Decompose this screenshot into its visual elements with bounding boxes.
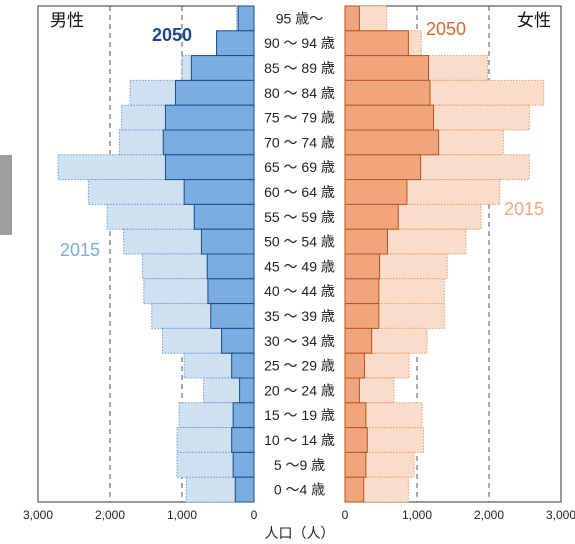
male-bar-2050: [221, 327, 255, 354]
male-bar-2050: [183, 179, 255, 205]
female-bar-2050: [344, 427, 368, 453]
female-bar-2050: [344, 352, 365, 379]
female-bar-2050: [344, 203, 399, 230]
female-bar-2050: [344, 104, 435, 131]
male-x-tick-label: 1,000: [167, 508, 197, 522]
female-bar-2050: [344, 402, 367, 429]
female-bar-2050: [344, 377, 360, 404]
age-category-label: 20 ～ 24 歳: [264, 382, 335, 398]
age-category-label: 95 歳～: [276, 10, 323, 26]
male-bar-2050: [216, 30, 255, 57]
male-bar-2050: [207, 278, 255, 305]
male-bar-2050: [162, 129, 255, 156]
male-bar-2050: [206, 253, 255, 280]
female-x-tick-label: 0: [342, 508, 349, 522]
male-bar-2050: [237, 5, 255, 32]
age-category-label: 70 ～ 74 歳: [264, 134, 335, 150]
female-bar-2050: [344, 303, 380, 329]
male-x-tick-label: 2,000: [95, 508, 125, 522]
male-bar-2050: [231, 352, 255, 379]
female-bar-2050: [344, 5, 360, 32]
age-category-label: 55 ～ 59 歳: [264, 209, 335, 225]
female-panel-title: 女性: [517, 11, 551, 31]
female-bar-2050: [344, 129, 440, 156]
female-bar-2050: [344, 55, 430, 81]
male-bar-2050: [175, 79, 255, 106]
male-2015-label: 2015: [60, 240, 100, 260]
male-bar-2050: [200, 228, 255, 255]
age-category-label: 75 ～ 79 歳: [264, 110, 335, 126]
side-tab: [0, 155, 12, 235]
male-bar-2050: [232, 402, 255, 429]
age-category-label: 90 ～ 94 歳: [264, 35, 335, 51]
age-category-label: 15 ～ 19 歳: [264, 407, 335, 423]
male-x-tick-label: 0: [251, 508, 258, 522]
female-2050-label: 2050: [426, 19, 466, 39]
female-x-tick-label: 3,000: [546, 508, 575, 522]
age-category-label: 65 ～ 69 歳: [264, 159, 335, 175]
age-category-label: 25 ～ 29 歳: [264, 358, 335, 374]
age-category-label: 40 ～ 44 歳: [264, 283, 335, 299]
male-panel-title: 男性: [50, 11, 84, 31]
male-bar-2050: [190, 55, 255, 81]
age-category-label: 35 ～ 39 歳: [264, 308, 335, 324]
male-bar-2050: [234, 476, 255, 503]
male-bar-2050: [164, 154, 255, 181]
x-axis-title: 人口（人）: [265, 525, 335, 541]
male-bar-2050: [232, 451, 255, 478]
male-bar-2050: [193, 203, 255, 230]
age-category-label: 60 ～ 64 歳: [264, 184, 335, 200]
female-bar-2050: [344, 179, 408, 205]
age-category-label: 45 ～ 49 歳: [264, 258, 335, 274]
female-x-tick-label: 1,000: [402, 508, 432, 522]
female-bar-2050: [344, 476, 365, 503]
age-category-label: 5 ～9 歳: [274, 457, 325, 473]
male-bar-2050: [239, 377, 255, 404]
age-category-label: 10 ～ 14 歳: [264, 432, 335, 448]
female-bar-2050: [344, 253, 381, 280]
male-x-tick-label: 3,000: [23, 508, 53, 522]
age-category-label: 50 ～ 54 歳: [264, 234, 335, 250]
male-bar-2050: [231, 427, 255, 453]
age-category-label: 0 ～4 歳: [274, 482, 325, 498]
female-bar-2050: [344, 30, 409, 57]
female-bar-2050: [344, 154, 422, 181]
female-bar-2050: [344, 278, 380, 305]
male-bar-2050: [210, 303, 255, 329]
age-category-label: 80 ～ 84 歳: [264, 85, 335, 101]
female-bar-2050: [344, 228, 388, 255]
female-x-tick-label: 2,000: [474, 508, 504, 522]
female-2015-label: 2015: [504, 199, 544, 219]
age-category-label: 85 ～ 89 歳: [264, 60, 335, 76]
female-bar-2050: [344, 79, 431, 106]
age-category-label: 30 ～ 34 歳: [264, 333, 335, 349]
female-bar-2050: [344, 327, 373, 354]
male-bar-2050: [164, 104, 255, 131]
male-2050-label: 2050: [152, 25, 192, 45]
female-bar-2050: [344, 451, 367, 478]
